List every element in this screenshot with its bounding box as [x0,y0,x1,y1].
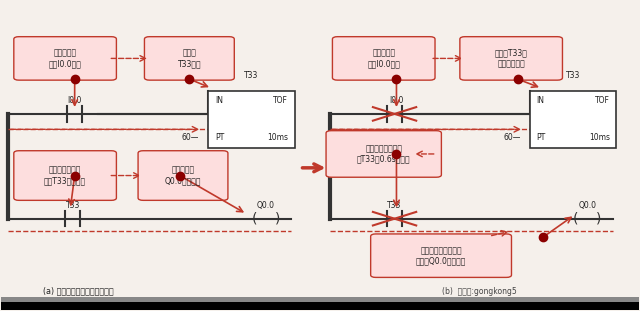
Text: 延时断开的常开触
点T33在0.6s后断开: 延时断开的常开触 点T33在0.6s后断开 [357,144,410,164]
Text: Q0.0: Q0.0 [579,201,596,210]
Bar [209,91,294,148]
Text: (    ): ( ) [573,212,602,226]
Text: 输入继电器
触点I0.0断开: 输入继电器 触点I0.0断开 [367,49,400,68]
Text: TOF: TOF [273,96,288,105]
Text: (b)  微信号:gongkong5: (b) 微信号:gongkong5 [442,287,516,296]
Text: PT: PT [215,133,224,142]
FancyBboxPatch shape [14,151,116,200]
Text: IN: IN [215,96,223,105]
Text: Q0.0: Q0.0 [257,201,275,210]
Text: I0.0: I0.0 [389,96,404,104]
Text: 计时时间到后，输出
继电器Q0.0线圈失电: 计时时间到后，输出 继电器Q0.0线圈失电 [416,246,467,265]
FancyBboxPatch shape [460,37,563,80]
Text: 10ms: 10ms [589,133,610,142]
Text: T33: T33 [244,71,259,80]
Text: T33: T33 [387,201,402,210]
FancyBboxPatch shape [138,151,228,200]
Bar [1,297,639,302]
FancyBboxPatch shape [14,37,116,80]
FancyBboxPatch shape [326,131,442,177]
Text: T33: T33 [65,201,80,210]
Text: (a) 定时器得电，触点立即动作: (a) 定时器得电，触点立即动作 [42,287,113,296]
FancyBboxPatch shape [145,37,234,80]
Text: T33: T33 [566,71,580,80]
Text: 输出继电器
Q0.0线圈得电: 输出继电器 Q0.0线圈得电 [164,166,201,185]
Text: 10ms: 10ms [267,133,288,142]
Text: 60—: 60— [503,133,521,142]
Text: (    ): ( ) [252,212,280,226]
Text: 60—: 60— [182,133,199,142]
Text: TOF: TOF [595,96,610,105]
Text: IN: IN [537,96,545,105]
FancyBboxPatch shape [371,234,511,277]
FancyBboxPatch shape [332,37,435,80]
Bar [531,91,616,148]
Text: 延时断开的常开
触点T33立即闭合: 延时断开的常开 触点T33立即闭合 [44,166,86,185]
Text: 输入继电器
触点I0.0闭合: 输入继电器 触点I0.0闭合 [49,49,81,68]
Text: I0.0: I0.0 [67,96,82,104]
Bar [1,302,639,310]
Text: 定时器
T33得电: 定时器 T33得电 [177,49,201,68]
Text: 定时器T33失
电，开始计时: 定时器T33失 电，开始计时 [495,49,527,68]
Text: PT: PT [537,133,546,142]
